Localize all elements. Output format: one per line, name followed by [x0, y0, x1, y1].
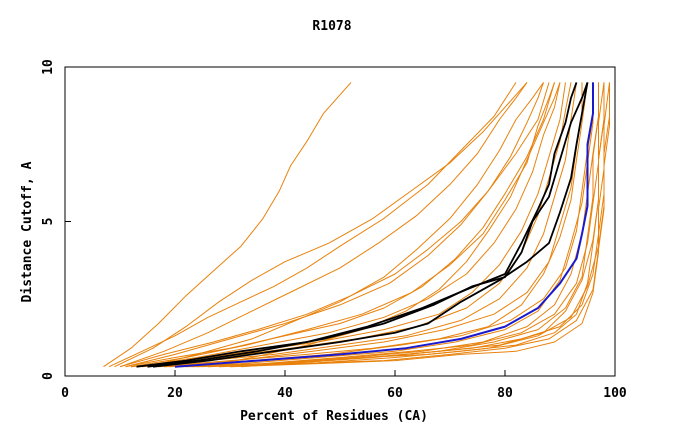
x-axis-label: Percent of Residues (CA)	[240, 409, 428, 424]
background-curve-26	[240, 82, 610, 368]
highlight-curve-29	[152, 82, 589, 368]
background-curve-5	[141, 82, 577, 368]
background-curve-19	[119, 82, 528, 368]
background-curve-6	[152, 82, 588, 368]
y-tick-label-10: 10	[41, 59, 56, 75]
background-curve-22	[202, 82, 561, 368]
background-curve-24	[218, 82, 605, 368]
background-curve-1	[108, 82, 517, 368]
axes-layer: 0 20 40 60 80 100 0 5 10	[41, 59, 627, 401]
x-tick-label-20: 20	[167, 386, 183, 401]
background-curve-12	[114, 82, 528, 368]
background-curve-21	[130, 82, 555, 368]
curve-layer	[103, 82, 610, 368]
chart-title: R1078	[312, 19, 351, 34]
background-curve-8	[174, 82, 605, 368]
background-curve-13	[136, 82, 561, 368]
y-tick-label-5: 5	[41, 218, 56, 226]
highlight-curve-28	[147, 82, 589, 368]
highlight-curve-27	[136, 82, 578, 368]
background-curve-23	[147, 82, 544, 368]
background-curve-0	[103, 82, 352, 368]
x-tick-label-60: 60	[387, 386, 403, 401]
y-axis-label: Distance Cutoff, A	[20, 161, 35, 302]
y-tick-label-0: 0	[41, 372, 56, 380]
x-tick-label-0: 0	[61, 386, 69, 401]
best-curve-30	[174, 82, 594, 368]
background-curve-2	[119, 82, 550, 368]
background-curve-20	[125, 82, 544, 368]
background-curve-17	[180, 82, 599, 368]
x-tick-label-40: 40	[277, 386, 293, 401]
x-tick-label-100: 100	[603, 386, 627, 401]
x-tick-label-80: 80	[497, 386, 513, 401]
background-curve-15	[158, 82, 583, 368]
